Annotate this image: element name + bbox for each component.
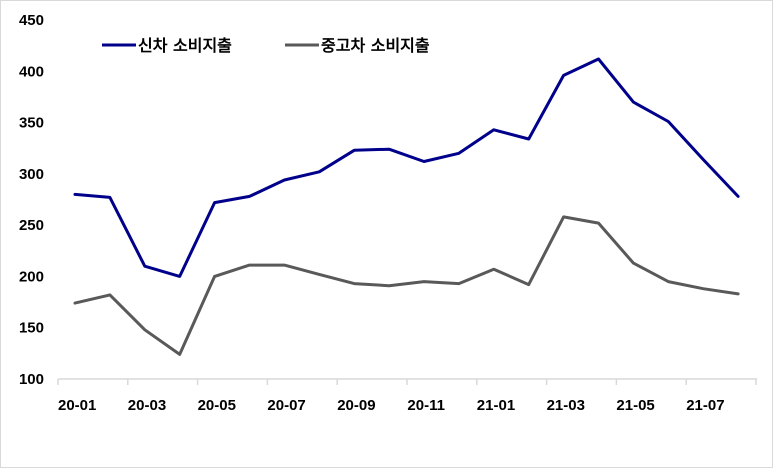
y-tick-label: 400 (19, 63, 44, 80)
x-tick-label: 21-07 (686, 397, 724, 414)
x-tick-label: 21-01 (477, 397, 515, 414)
x-tick-label: 20-11 (407, 397, 445, 414)
y-tick-label: 150 (19, 320, 44, 337)
x-axis: 20-01 20-03 20-05 20-07 20-09 20-11 21-01 21-03… (57, 378, 757, 414)
y-axis-ticks: 100 150 200 250 300 350 400 450 (19, 12, 44, 388)
x-tick-label: 20-01 (58, 397, 96, 414)
y-tick-label: 450 (19, 12, 44, 29)
y-tick-label: 100 (19, 371, 44, 388)
series-layer (73, 57, 740, 356)
legend: 신차 소비지출 중고차 소비지출 (102, 36, 430, 55)
y-tick-label: 300 (19, 166, 44, 183)
x-tick-label: 21-05 (616, 397, 654, 414)
series-line-1 (73, 57, 740, 278)
y-tick-label: 350 (19, 115, 44, 132)
y-tick-label: 250 (19, 217, 44, 234)
y-tick-label: 200 (19, 268, 44, 285)
x-tick-label: 20-05 (198, 397, 236, 414)
x-tick-label: 21-03 (547, 397, 585, 414)
legend-label-2: 중고차 소비지출 (321, 36, 430, 55)
x-tick-label: 20-07 (267, 397, 305, 414)
x-tick-label: 20-09 (337, 397, 375, 414)
series-line-2 (73, 215, 740, 356)
x-tick-label: 20-03 (128, 397, 166, 414)
legend-label-1: 신차 소비지출 (138, 36, 232, 55)
